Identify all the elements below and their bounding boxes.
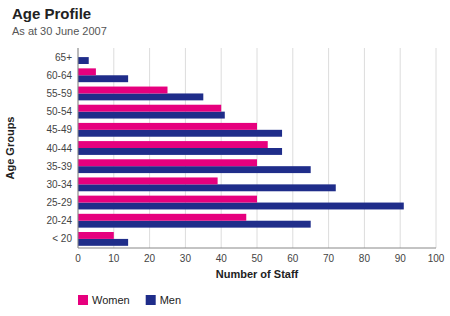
chart: Age Profile As at 30 June 2007 0 10 20 30 40 50…	[0, 0, 450, 316]
y-tick-label: 60-64	[46, 70, 72, 81]
grid	[78, 48, 436, 248]
x-axis-label: Number of Staff	[216, 268, 299, 280]
grid-line	[78, 48, 79, 248]
y-tick-label: 20-24	[46, 215, 72, 226]
legend-swatch	[146, 295, 156, 305]
x-axis-line	[78, 248, 436, 249]
bar	[78, 141, 268, 148]
y-tick-label: < 20	[52, 233, 72, 244]
legend: Women Men	[78, 294, 181, 306]
x-tick-label: 60	[287, 253, 299, 264]
x-tick-label: 30	[180, 253, 192, 264]
y-tick-label: 30-34	[46, 179, 72, 190]
x-tick-label: 0	[75, 253, 81, 264]
x-tick-label: 50	[251, 253, 263, 264]
subtitle: As at 30 June 2007	[12, 25, 107, 37]
x-tick-label: 90	[395, 253, 407, 264]
x-tick-label: 40	[216, 253, 228, 264]
x-tick-label: 70	[323, 253, 335, 264]
legend-swatch	[78, 295, 88, 305]
bar	[78, 87, 168, 94]
bar	[78, 214, 246, 221]
legend-label: Men	[160, 294, 181, 306]
grid-line	[400, 48, 401, 248]
y-tick-label: 50-54	[46, 106, 72, 117]
bars	[78, 57, 404, 246]
bar	[78, 159, 257, 166]
y-tick-label: 55-59	[46, 88, 72, 99]
bar	[78, 93, 203, 100]
grid-line	[292, 48, 293, 248]
grid-line	[328, 48, 329, 248]
bar	[78, 239, 128, 246]
bar	[78, 196, 257, 203]
x-tick-label: 20	[144, 253, 156, 264]
bar	[78, 232, 114, 239]
bar	[78, 130, 282, 137]
bar	[78, 123, 257, 130]
y-axis-label: Age Groups	[4, 117, 16, 180]
y-tick-label: 40-44	[46, 143, 72, 154]
y-tick-label: 25-29	[46, 197, 72, 208]
legend-label: Women	[92, 294, 130, 306]
bar	[78, 203, 404, 210]
bar	[78, 57, 89, 64]
x-tick-label: 100	[428, 253, 445, 264]
y-tick-label: 35-39	[46, 161, 72, 172]
bar	[78, 68, 96, 75]
bar	[78, 75, 128, 82]
bar	[78, 105, 221, 112]
bar	[78, 148, 282, 155]
x-tick-label: 10	[108, 253, 120, 264]
bar	[78, 184, 336, 191]
bar	[78, 221, 311, 228]
y-tick-label: 65+	[55, 52, 72, 63]
grid-line	[436, 48, 437, 248]
title: Age Profile	[12, 5, 91, 22]
y-tick-label: 45-49	[46, 124, 72, 135]
x-tick-label: 80	[359, 253, 371, 264]
bar	[78, 112, 225, 119]
grid-line	[364, 48, 365, 248]
y-axis-line	[78, 48, 79, 248]
bar	[78, 166, 311, 173]
bar	[78, 177, 218, 184]
